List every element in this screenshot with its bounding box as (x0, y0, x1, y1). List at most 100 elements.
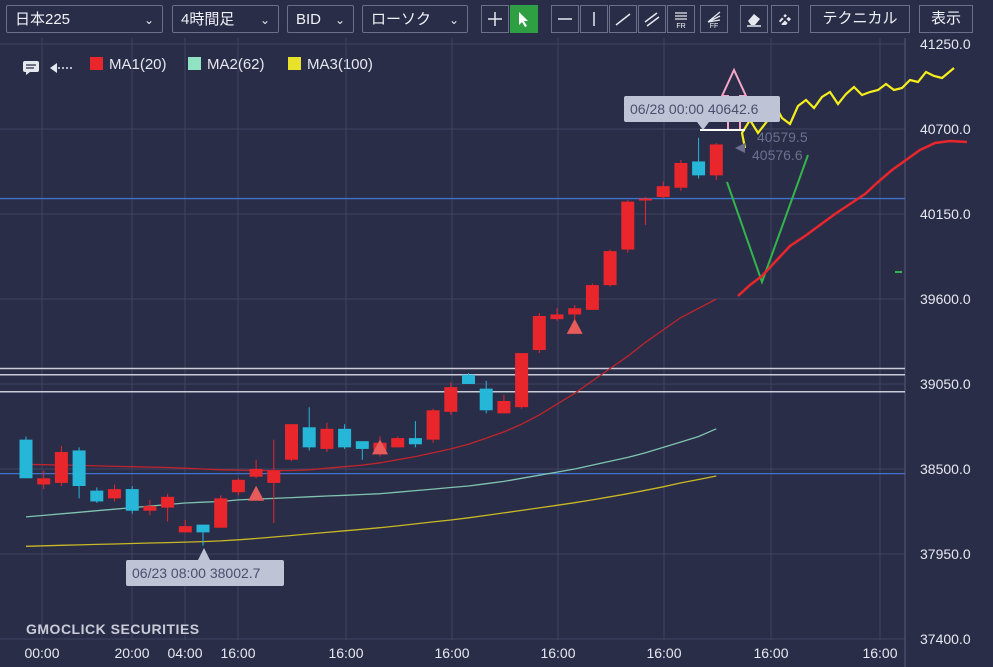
candle-body (515, 353, 529, 408)
fibonacci-fan-icon (707, 11, 721, 23)
symbol-dropdown[interactable]: 日本225 ⌄ (6, 5, 163, 33)
ff-label: FF (709, 23, 719, 30)
trend-line-button[interactable] (609, 5, 637, 33)
x-tick-label: 20:00 (114, 645, 149, 661)
candle-body (214, 498, 228, 528)
low-price-label-box (126, 560, 284, 586)
y-tick-label: 39600.0 (920, 291, 971, 307)
candle-body (656, 186, 670, 197)
symbol-label: 日本225 (15, 11, 71, 28)
ma1-label: MA1(20) (109, 56, 167, 73)
ma3-label: MA3(100) (307, 56, 373, 73)
candle-body (161, 496, 175, 508)
x-tick-label: 16:00 (220, 645, 255, 661)
high-price-label-box (624, 96, 780, 122)
display-button[interactable]: 表示 (919, 5, 973, 33)
candle-body (196, 524, 210, 533)
fibonacci-retracement-button[interactable]: FR (667, 5, 695, 33)
timeframe-dropdown[interactable]: 4時間足 ⌄ (172, 5, 279, 33)
ma2-line (25, 428, 717, 518)
x-tick-label: 16:00 (434, 645, 469, 661)
candle-body (320, 428, 334, 449)
vertical-line-button[interactable] (580, 5, 608, 33)
fibonacci-fan-button[interactable]: FF (700, 5, 728, 33)
candle-body (267, 470, 281, 483)
candle-body (692, 161, 706, 176)
candle-body (479, 388, 493, 411)
legend-ma1: MA1(20) (90, 56, 167, 73)
candle-body (72, 450, 86, 486)
ma1-line (25, 298, 717, 472)
fibonacci-retracement-icon (675, 12, 687, 20)
price-label-2: 40576.6 (752, 147, 803, 163)
x-tick-label: 16:00 (753, 645, 788, 661)
candle-body (249, 469, 263, 477)
erase-all-button[interactable] (771, 5, 799, 33)
ma3-line (25, 475, 717, 547)
candle-body (54, 452, 68, 483)
candle-body (231, 479, 245, 493)
crosshair-button[interactable] (481, 5, 509, 33)
chart-style-label: ローソク (371, 11, 432, 28)
candle-body (391, 438, 405, 448)
pointer-button[interactable] (510, 5, 538, 33)
price-type-label: BID (296, 11, 322, 28)
candle-body (568, 308, 582, 315)
x-tick-label: 16:00 (328, 645, 363, 661)
horizontal-line-icon (558, 18, 572, 20)
chevron-down-icon: ⌄ (334, 13, 345, 27)
price-type-dropdown[interactable]: BID ⌄ (287, 5, 354, 33)
candle-body (532, 316, 546, 350)
candle-body (90, 490, 104, 502)
candle-body (19, 439, 33, 479)
chevron-down-icon: ⌄ (259, 13, 270, 27)
x-tick-label: 16:00 (862, 645, 897, 661)
x-tick-label: 16:00 (646, 645, 681, 661)
candle-body (603, 251, 617, 286)
candle-body (178, 526, 192, 533)
eraser-icon (747, 14, 761, 27)
projection-red-line (737, 139, 968, 297)
candle-body (143, 506, 157, 511)
candle-body (444, 387, 458, 412)
chevron-down-icon: ⌄ (448, 13, 459, 27)
ma3-swatch (288, 57, 301, 70)
chart-style-dropdown[interactable]: ローソク ⌄ (362, 5, 468, 33)
ma2-label: MA2(62) (207, 56, 265, 73)
x-tick-label: 00:00 (24, 645, 59, 661)
toolbar: 日本225 ⌄ 4時間足 ⌄ BID ⌄ ローソク ⌄ FR FF (0, 0, 993, 38)
price-chart[interactable]: 06/28 00:00 40642.6 06/23 08:00 38002.7 40… (0, 38, 993, 667)
ma2-swatch (188, 57, 201, 70)
erase-button[interactable] (740, 5, 768, 33)
watermark: GMOCLICK SECURITIES (26, 621, 200, 637)
low-price-label: 06/23 08:00 38002.7 (126, 548, 284, 586)
chevron-down-icon: ⌄ (143, 13, 154, 27)
candle-body (497, 401, 511, 414)
candle-body (338, 428, 352, 448)
display-label: 表示 (930, 10, 961, 27)
candle-body (355, 441, 369, 449)
trend-line-icon (615, 13, 631, 26)
signal-marker (248, 485, 265, 501)
parallel-lines-icon (644, 12, 660, 27)
y-tick-label: 39050.0 (920, 376, 971, 392)
vertical-line-icon (593, 12, 595, 26)
candle-body (709, 144, 723, 176)
signal-marker (372, 439, 388, 455)
parallel-line-button[interactable] (638, 5, 666, 33)
candle-body (285, 424, 298, 460)
horizontal-line-button[interactable] (551, 5, 579, 33)
candle-body (621, 201, 635, 250)
candle-body (108, 489, 121, 499)
comment-icon[interactable] (22, 60, 42, 76)
high-price-label: 06/28 00:00 40642.6 (624, 96, 780, 130)
projection-green-line (726, 154, 809, 285)
technical-button[interactable]: テクニカル (810, 5, 910, 33)
x-tick-label: 16:00 (540, 645, 575, 661)
collapse-legend-icon[interactable] (48, 60, 72, 74)
candle-body (674, 163, 688, 188)
candle-body (37, 478, 51, 485)
candle-body (426, 410, 440, 440)
legend-ma2: MA2(62) (188, 56, 265, 73)
high-price-label-pointer (697, 122, 709, 130)
